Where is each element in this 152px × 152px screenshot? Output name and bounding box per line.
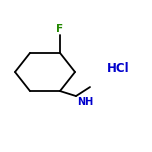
Text: F: F	[56, 24, 64, 34]
Text: NH: NH	[77, 97, 93, 107]
Text: HCl: HCl	[107, 62, 129, 76]
